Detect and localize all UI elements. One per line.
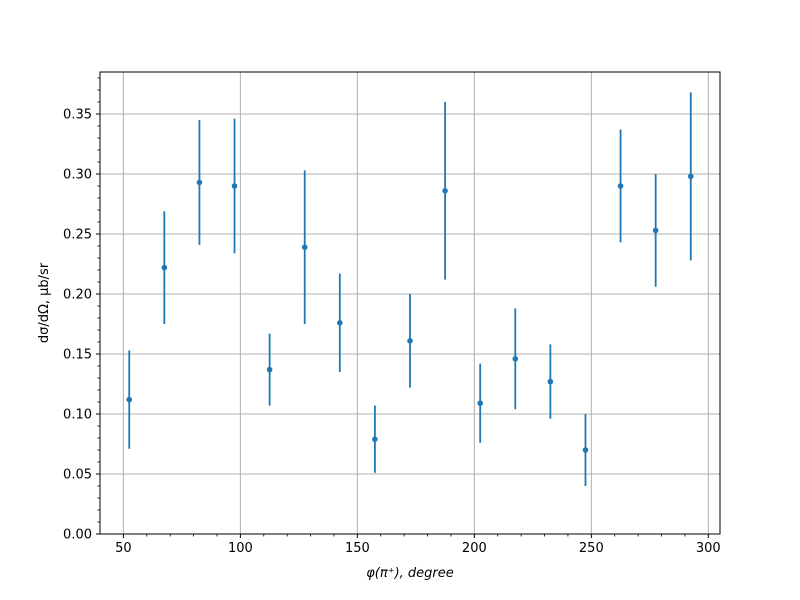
data-point [687, 173, 694, 180]
y-tick-label: 0.30 [63, 168, 92, 183]
y-tick-label: 0.15 [63, 348, 92, 363]
data-point [512, 356, 519, 362]
data-points [126, 173, 694, 453]
error-bars [128, 92, 692, 486]
data-point [196, 179, 203, 186]
y-tick-label: 0.05 [63, 468, 92, 483]
data-point [126, 396, 133, 403]
data-point [547, 378, 554, 385]
data-point [652, 227, 659, 234]
y-axis-ticks: 0.00 0.05 0.10 0.15 0.20 0.25 0.30 0.35 [63, 77, 100, 543]
data-point [442, 188, 448, 194]
data-point [372, 436, 378, 443]
x-axis-ticks: 50 100 150 200 250 300 [115, 534, 721, 556]
x-tick-label: 200 [462, 541, 487, 556]
y-tick-label: 0.35 [63, 108, 92, 123]
data-point [301, 244, 308, 250]
data-point [407, 338, 413, 344]
data-point [617, 183, 624, 189]
data-point [337, 320, 343, 326]
y-tick-label: 0.25 [63, 228, 92, 243]
data-point [582, 447, 589, 453]
y-tick-label: 0.20 [63, 288, 92, 303]
data-point [161, 264, 168, 271]
y-tick-label: 0.10 [63, 408, 92, 423]
plot-frame [99, 71, 721, 535]
y-tick-label: 0.00 [63, 528, 92, 543]
data-point [477, 400, 483, 407]
x-axis-label: φ(π⁺), degree [366, 566, 454, 581]
data-point [266, 366, 273, 373]
y-axis-label: dσ/dΩ, μb/sr [37, 262, 52, 343]
data-point [231, 183, 238, 189]
x-tick-label: 150 [345, 541, 370, 556]
grid-lines [100, 72, 720, 535]
x-tick-label: 100 [228, 541, 253, 556]
x-tick-label: 50 [115, 541, 132, 556]
x-tick-label: 300 [696, 541, 721, 556]
x-tick-label: 250 [579, 541, 604, 556]
